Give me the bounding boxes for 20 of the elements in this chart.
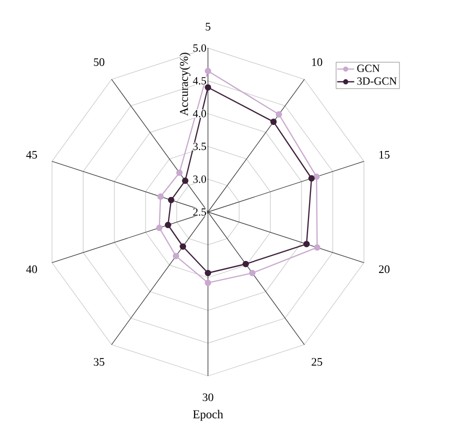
legend-label: GCN <box>357 64 380 72</box>
spoke-label: 10 <box>312 58 322 66</box>
y-tick-label: 2.5 <box>193 208 206 216</box>
text: Accuracy(%) <box>180 52 190 116</box>
y-tick-label: 5.0 <box>193 44 206 52</box>
spoke-label: 5 <box>206 22 210 31</box>
spoke-label: 50 <box>94 58 104 66</box>
spoke-label: 35 <box>94 358 104 366</box>
legend-label: 3D-GCN <box>357 77 397 85</box>
spoke-label: 40 <box>26 265 37 274</box>
y-tick-label: 3.5 <box>193 142 206 150</box>
y-tick-label: 4.5 <box>192 77 206 85</box>
spoke-label: 30 <box>202 393 214 402</box>
y-tick-label: 3.0 <box>193 176 206 183</box>
spoke-label: 25 <box>312 358 322 366</box>
y-tick-label: 4.0 <box>192 110 206 118</box>
spoke-label: 45 <box>26 150 37 159</box>
spoke-label: 15 <box>379 150 390 159</box>
spoke-label: 20 <box>378 265 390 274</box>
text: Epoch <box>193 410 224 421</box>
